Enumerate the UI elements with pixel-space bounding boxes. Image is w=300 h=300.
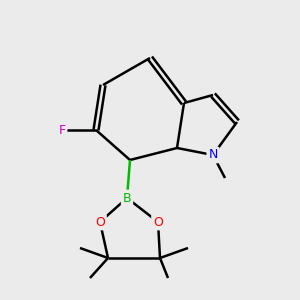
Text: O: O — [95, 215, 105, 229]
Text: F: F — [58, 124, 66, 136]
Text: B: B — [123, 191, 131, 205]
Text: O: O — [153, 215, 163, 229]
Text: N: N — [208, 148, 218, 161]
